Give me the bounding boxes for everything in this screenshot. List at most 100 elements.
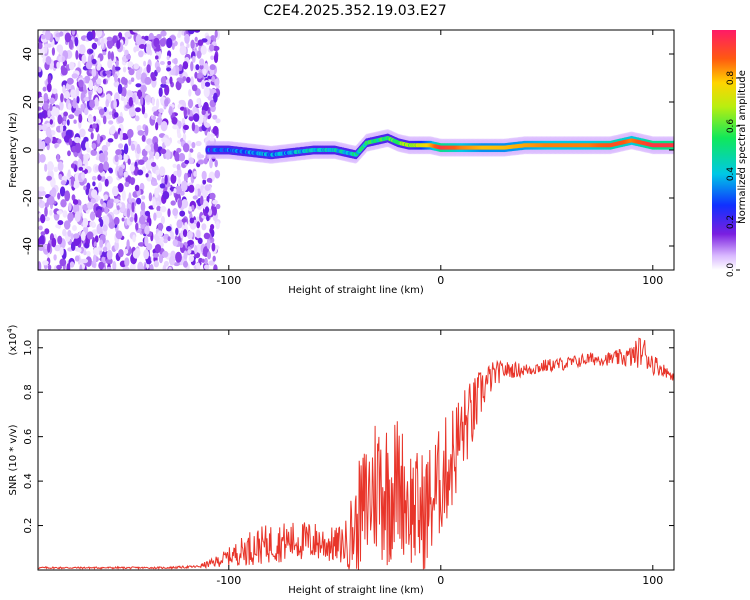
heatmap-cell <box>133 46 137 53</box>
heatmap-cell <box>94 235 99 243</box>
heatmap-cell <box>51 88 58 94</box>
heatmap-cell <box>59 247 64 256</box>
heatmap-cell <box>39 196 43 204</box>
heatmap-cell <box>206 239 211 250</box>
heatmap-cell <box>189 217 195 224</box>
heatmap-cell <box>72 225 77 232</box>
heatmap-cell <box>129 177 135 186</box>
heatmap-cell <box>202 68 207 76</box>
heatmap-cell <box>153 260 159 268</box>
heatmap-cell <box>101 38 105 49</box>
heatmap-cell <box>61 55 66 63</box>
heatmap-cell <box>150 143 155 152</box>
heatmap-cell <box>201 170 207 181</box>
heatmap-cell <box>38 244 45 251</box>
heatmap-cell <box>78 79 84 88</box>
heatmap-cell <box>71 73 79 79</box>
heatmap-cell <box>82 217 89 228</box>
heatmap-cell <box>211 204 215 212</box>
heatmap-cell <box>151 96 155 106</box>
heatmap-cell <box>179 106 185 111</box>
heatmap-cell <box>110 51 114 62</box>
heatmap-cell <box>188 157 195 165</box>
heatmap-cell <box>62 84 66 94</box>
heatmap-cell <box>135 222 139 231</box>
heatmap-cell <box>132 249 140 259</box>
heatmap-cell <box>171 116 178 125</box>
heatmap-cell <box>117 183 124 193</box>
heatmap-cell <box>162 264 167 270</box>
heatmap-cell <box>154 151 160 160</box>
heatmap-cell <box>153 142 159 152</box>
heatmap-cell <box>196 229 201 239</box>
heatmap-cell <box>154 187 160 198</box>
heatmap-cell <box>72 97 77 109</box>
heatmap-cell <box>192 195 198 200</box>
heatmap-cell <box>204 257 208 265</box>
heatmap-cell <box>201 109 206 116</box>
heatmap-cell <box>79 128 86 138</box>
heatmap-cell <box>160 148 167 155</box>
heatmap-cell <box>128 68 135 76</box>
heatmap-cell <box>96 209 102 218</box>
heatmap-cell <box>155 210 163 219</box>
heatmap-cell <box>156 33 162 40</box>
heatmap-cell <box>130 77 135 82</box>
heatmap-cell <box>181 199 189 209</box>
heatmap-cell <box>77 158 82 168</box>
heatmap-cell <box>75 87 80 98</box>
heatmap-cell <box>106 249 113 260</box>
heatmap-cell <box>44 30 51 41</box>
heatmap-cell <box>119 130 123 141</box>
heatmap-cell <box>162 250 169 258</box>
heatmap-cell <box>136 143 141 155</box>
heatmap-cell <box>137 242 145 247</box>
heatmap-cell <box>204 81 211 87</box>
heatmap-cell <box>108 168 113 174</box>
heatmap-cell <box>173 187 177 194</box>
heatmap-cell <box>123 135 129 140</box>
heatmap-cell <box>86 231 94 240</box>
heatmap-cell <box>196 188 202 197</box>
heatmap-cell <box>133 63 140 70</box>
heatmap-cell <box>66 77 74 85</box>
heatmap-cell <box>108 120 114 125</box>
colorbar-tick-label: 0.6 <box>726 119 736 134</box>
heatmap-cell <box>164 139 171 147</box>
heatmap-cell <box>191 204 195 211</box>
heatmap-cell <box>63 220 71 230</box>
heatmap-cell <box>201 223 207 231</box>
heatmap-cell <box>45 127 52 137</box>
snr-y-scale-exponent: 4 <box>6 328 14 333</box>
heatmap-cell <box>92 181 96 187</box>
heatmap-cell <box>38 225 43 231</box>
heatmap-cell <box>179 45 187 56</box>
heatmap-cell <box>123 171 129 178</box>
heatmap-cell <box>38 118 41 124</box>
heatmap-cell <box>195 64 200 71</box>
heatmap-cell <box>163 238 168 244</box>
heatmap-cell <box>158 87 163 97</box>
heatmap-cell <box>134 115 140 122</box>
heatmap-cell <box>112 198 120 204</box>
heatmap-cell <box>123 152 128 163</box>
heatmap-cell <box>66 263 71 270</box>
heatmap-cell <box>155 55 159 60</box>
heatmap-cell <box>96 64 101 71</box>
heatmap-cell <box>91 68 97 77</box>
heatmap-cell <box>167 236 171 242</box>
heatmap-cell <box>193 170 198 177</box>
heatmap-cell <box>39 235 45 246</box>
heatmap-cell <box>138 50 144 58</box>
heatmap-cell <box>59 101 64 111</box>
heatmap-cell <box>159 61 165 65</box>
heatmap-cell <box>123 143 129 155</box>
x-tick-label: 0 <box>437 274 444 287</box>
heatmap-cell <box>132 30 140 33</box>
heatmap-cell <box>124 181 130 187</box>
heatmap-cell <box>215 203 221 210</box>
heatmap-cell <box>83 177 87 184</box>
heatmap-cell <box>152 115 157 121</box>
heatmap-cell <box>102 51 107 56</box>
heatmap-cell <box>68 202 72 211</box>
